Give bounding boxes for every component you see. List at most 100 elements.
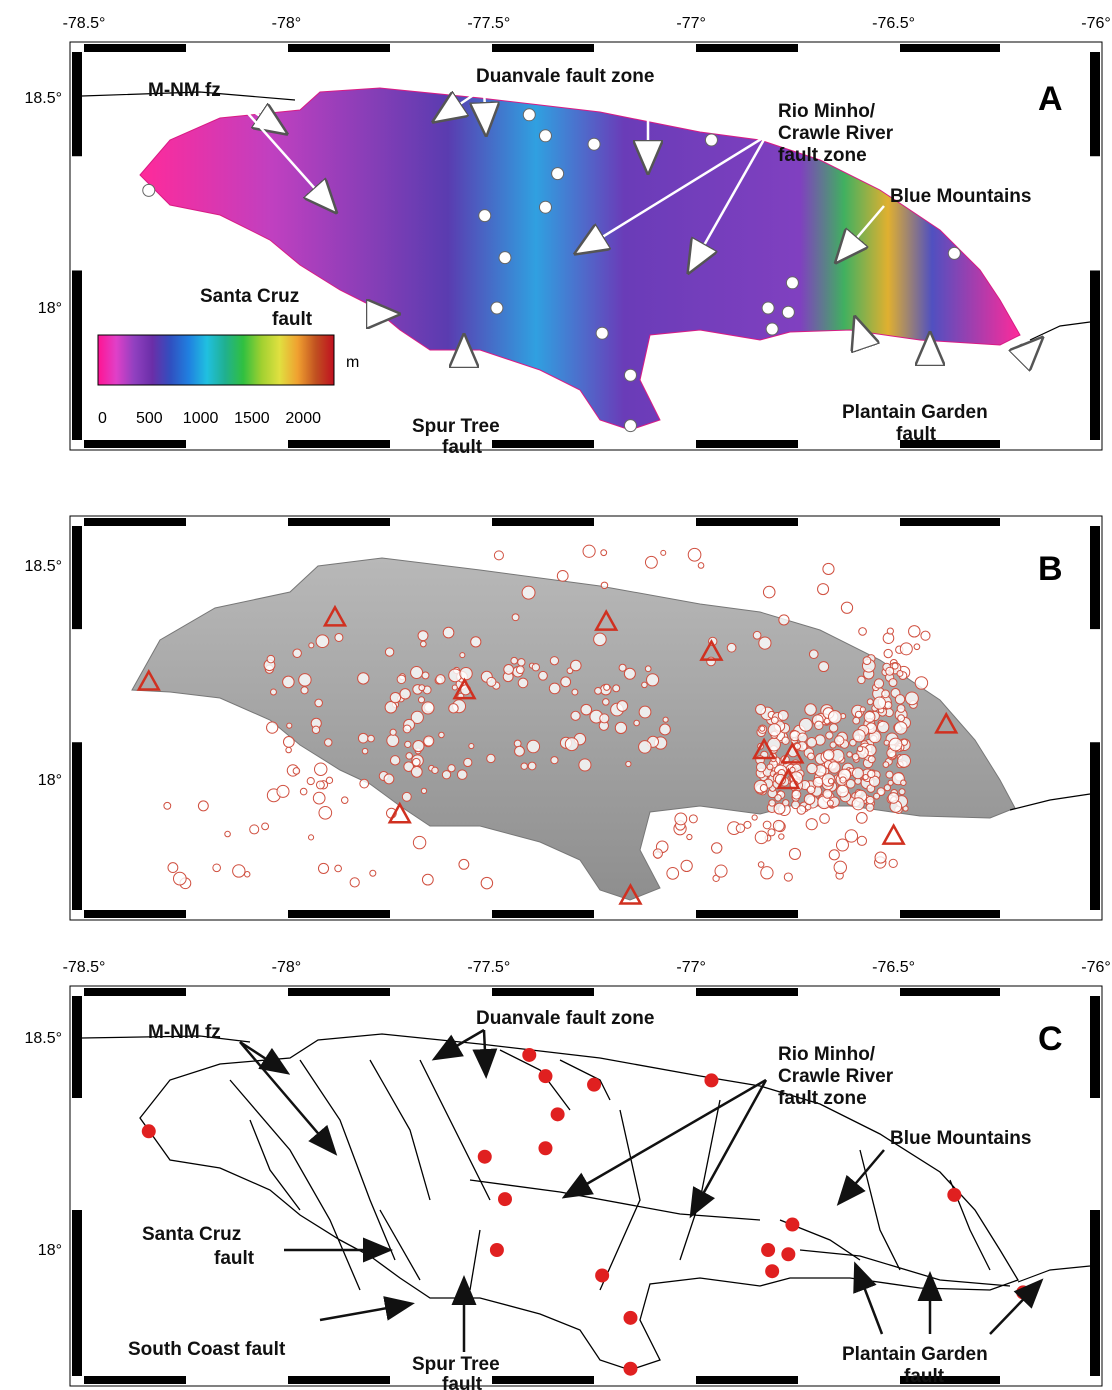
earthquake-marker [282,736,295,748]
earthquake-marker [399,688,411,700]
earthquake-marker [299,787,308,796]
earthquake-marker [688,814,698,824]
earthquake-marker [593,632,607,647]
earthquake-marker [817,583,830,596]
earthquake-marker [686,833,693,841]
lon-tick-label: -77.5° [467,959,510,976]
earthquake-marker [612,684,621,693]
label-rio-2-c: Crawle River [778,1066,894,1087]
earthquake-marker [521,585,536,600]
earthquake-marker [517,658,526,667]
earthquake-marker [480,876,494,890]
lon-tick-label: -78° [272,959,302,976]
earthquake-marker [486,676,497,687]
station-marker [623,1310,638,1325]
earthquake-marker [224,830,231,838]
earthquake-marker [451,684,458,691]
earthquake-marker [806,785,816,795]
earthquake-marker [908,625,921,638]
island-shaded-relief [131,557,1016,901]
earthquake-marker [834,735,845,746]
earthquake-marker [448,703,459,714]
triangle-marker [699,639,724,661]
earthquake-marker [418,684,426,692]
station-marker [623,1361,638,1376]
station-marker [623,368,637,382]
earthquake-marker [514,745,525,757]
label-rio-3-a: fault zone [778,145,867,166]
earthquake-marker [520,762,528,770]
earthquake-marker [447,764,456,773]
panel-c-frame [69,985,1103,1387]
earthquake-marker [163,801,172,810]
earthquake-marker [367,734,375,743]
earthquake-marker [357,672,370,685]
earthquake-marker [662,716,669,723]
colorbar-unit: m [346,354,359,371]
earthquake-marker [659,723,671,736]
earthquake-marker [783,872,793,882]
earthquake-marker [603,683,611,691]
earthquake-marker [282,675,295,689]
triangle-marker [387,801,412,824]
earthquake-marker [913,643,921,651]
lon-tick-label: -76° [1081,959,1111,976]
earthquake-marker [755,703,767,715]
earthquake-marker [442,626,455,639]
earthquake-marker [340,796,349,804]
earthquake-marker [822,788,833,799]
earthquake-marker [571,688,579,696]
earthquake-marker [852,716,861,725]
earthquake-marker [298,673,312,687]
earthquake-marker [266,654,276,664]
earthquake-marker [438,731,445,739]
earthquake-marker [828,723,839,733]
earthquake-marker [885,770,894,779]
triangle-marker [322,604,348,627]
earthquake-marker [894,721,908,735]
station-marker [587,137,601,151]
earthquake-marker [292,767,301,775]
earthquake-marker [866,698,874,706]
earthquake-marker [757,861,765,868]
label-south-coast-c: South Coast fault [128,1339,286,1360]
arrows-c [239,1028,1044,1352]
frame-checker-frameC [72,988,1100,1384]
earthquake-marker [602,698,610,706]
earthquake-marker [511,613,520,622]
earthquake-marker [644,665,652,673]
earthquake-marker [760,866,774,880]
earthquake-marker [788,847,802,860]
station-marker [595,1268,610,1283]
station-marker [765,1264,780,1279]
earthquake-marker [777,709,789,721]
earthquake-marker [431,766,439,775]
earthquake-marker [578,758,592,772]
earthquake-marker [410,666,424,680]
triangle-marker [881,823,906,845]
earthquake-marker [411,757,421,767]
earthquake-marker [404,740,412,748]
earthquake-marker [697,562,705,569]
earthquake-marker [300,686,309,695]
earthquake-marker [325,776,334,785]
earthquake-marker [896,704,906,713]
station-marker [781,1247,796,1262]
earthquake-marker [308,642,315,649]
label-mnm-fz-a: M-NM fz [148,80,221,101]
earthquake-marker [357,732,369,744]
earthquake-marker [389,728,397,736]
earthquake-marker [773,802,786,815]
earthquake-marker [865,803,875,812]
earthquake-marker [384,647,395,657]
station-marker [947,246,961,260]
earthquake-marker [531,663,540,672]
earthquake-marker [822,562,835,576]
earthquake-marker [470,636,482,648]
earthquake-marker [315,634,330,649]
earthquake-marker [825,731,834,740]
earthquake-marker [599,713,610,724]
earthquake-marker [517,677,529,689]
earthquake-marker [897,714,906,723]
earthquake-marker [755,761,767,773]
